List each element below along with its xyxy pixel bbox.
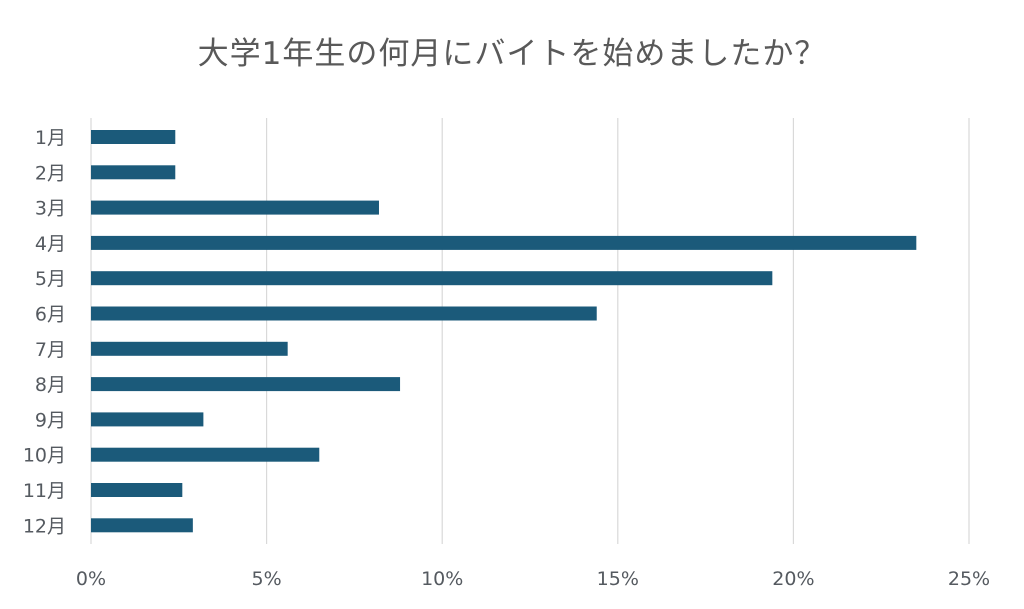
bar xyxy=(91,165,176,180)
bar xyxy=(91,377,401,392)
y-category-label: 4月 xyxy=(35,233,66,255)
y-category-label: 5月 xyxy=(35,268,66,290)
bar xyxy=(91,447,320,462)
y-category-label: 6月 xyxy=(35,304,66,326)
bar xyxy=(91,306,597,321)
x-tick-label: 15% xyxy=(597,568,639,590)
bar xyxy=(91,271,773,286)
x-tick-label: 5% xyxy=(252,568,282,590)
y-category-label: 7月 xyxy=(35,339,66,361)
y-category-label: 2月 xyxy=(35,162,66,184)
y-category-label: 10月 xyxy=(23,445,66,467)
x-tick-label: 20% xyxy=(772,568,814,590)
chart-title: 大学1年生の何月にバイトを始めましたか？ xyxy=(197,36,827,72)
y-category-label: 8月 xyxy=(35,374,66,396)
y-category-label: 1月 xyxy=(35,127,66,149)
bar xyxy=(91,412,204,427)
bar xyxy=(91,483,183,497)
bar xyxy=(91,200,379,215)
y-category-label: 11月 xyxy=(23,480,66,502)
x-tick-label: 25% xyxy=(948,568,990,590)
bar xyxy=(91,341,288,356)
x-tick-label: 10% xyxy=(421,568,463,590)
y-category-label: 9月 xyxy=(35,409,66,431)
bar xyxy=(91,518,193,533)
x-tick-label: 0% xyxy=(76,568,106,590)
bar xyxy=(91,130,176,144)
bar xyxy=(91,235,917,250)
y-category-label: 3月 xyxy=(35,198,66,220)
y-category-label: 12月 xyxy=(23,515,66,537)
